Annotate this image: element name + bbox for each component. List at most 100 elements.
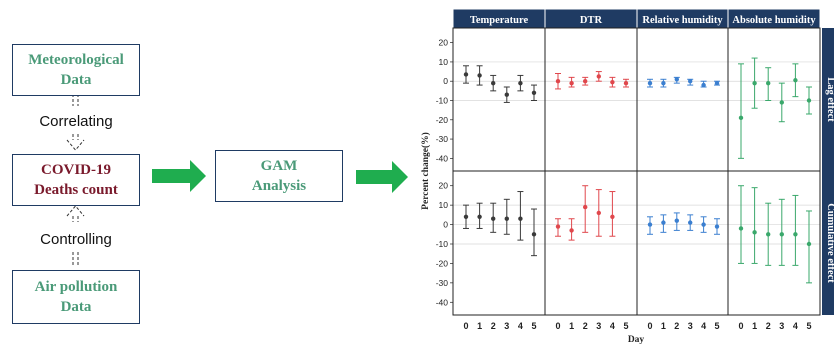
x-tick-label: 3 — [504, 321, 509, 331]
panel-frame — [727, 170, 821, 316]
estimate-point — [647, 80, 653, 86]
y-tick-label: 0 — [443, 76, 448, 86]
y-tick-label: -30 — [436, 278, 449, 288]
x-tick-label: 5 — [531, 321, 536, 331]
estimate-point — [674, 77, 679, 82]
estimate-point — [779, 232, 784, 237]
x-tick-label: 4 — [610, 321, 615, 331]
column-header: Absolute humidity — [732, 15, 816, 26]
estimate-point — [504, 216, 509, 221]
air-pollution-box: Air pollution Data — [12, 270, 140, 324]
estimate-point — [752, 80, 757, 86]
x-tick-label: 4 — [793, 321, 798, 331]
covid-deaths-box: COVID-19 Deaths count — [12, 154, 140, 206]
y-tick-label: -20 — [436, 115, 449, 125]
x-tick-label: 2 — [491, 321, 496, 331]
estimate-point — [738, 226, 744, 231]
panel-frame — [452, 27, 546, 172]
panel-frame — [727, 27, 821, 172]
x-tick-label: 0 — [555, 321, 560, 331]
x-tick-label: 0 — [647, 321, 652, 331]
x-tick-label: 2 — [674, 321, 679, 331]
column-header: Temperature — [470, 15, 529, 26]
estimate-point — [701, 82, 706, 88]
x-tick-label: 1 — [661, 321, 666, 331]
estimate-point — [531, 232, 537, 237]
x-tick-label: 1 — [477, 321, 482, 331]
x-tick-label: 2 — [766, 321, 771, 331]
y-tick-label: -40 — [436, 297, 449, 307]
y-tick-label: 10 — [439, 57, 449, 67]
covid-line2: Deaths count — [34, 182, 118, 198]
y-tick-label: -10 — [436, 239, 449, 249]
gam-line1: GAM — [260, 158, 298, 174]
estimate-point — [793, 232, 798, 237]
estimate-point — [583, 79, 588, 84]
estimate-point — [793, 78, 798, 83]
panel-frame — [452, 170, 546, 316]
estimate-point — [647, 222, 653, 227]
estimate-point — [531, 90, 537, 95]
met-line2: Data — [60, 72, 92, 88]
panel-frame — [636, 170, 729, 316]
covid-line1: COVID-19 — [41, 162, 111, 178]
column-header: DTR — [580, 15, 603, 26]
panel-frame — [636, 27, 729, 172]
estimate-point — [779, 100, 784, 105]
estimate-point — [569, 228, 574, 233]
estimate-point — [477, 214, 482, 219]
estimate-point — [518, 80, 523, 86]
y-tick-label: 10 — [439, 200, 449, 210]
estimate-point — [674, 218, 679, 223]
panel-frame — [544, 170, 638, 316]
estimate-point — [701, 222, 706, 227]
estimate-point — [518, 216, 523, 221]
estimate-point — [491, 80, 496, 86]
air-line1: Air pollution — [34, 279, 118, 295]
y-tick-label: 20 — [439, 181, 449, 191]
controlling-label: Controlling — [40, 231, 112, 248]
estimate-point — [569, 80, 574, 86]
estimate-point — [714, 80, 720, 86]
y-tick-label: -10 — [436, 96, 449, 106]
estimate-point — [806, 241, 812, 247]
x-tick-label: 5 — [623, 321, 628, 331]
estimate-point — [555, 79, 561, 84]
estimate-point — [766, 232, 771, 237]
x-tick-label: 1 — [752, 321, 757, 331]
x-tick-label: 0 — [463, 321, 468, 331]
estimate-point — [688, 79, 693, 84]
x-tick-label: 4 — [518, 321, 523, 331]
correlating-label: Correlating — [39, 113, 113, 130]
estimate-point — [596, 74, 601, 79]
estimate-point — [623, 80, 629, 86]
y-tick-label: -40 — [436, 153, 449, 163]
row-strip-bg — [822, 28, 834, 171]
gam-line2: Analysis — [251, 178, 307, 194]
estimate-point — [555, 224, 561, 229]
estimate-point — [610, 79, 615, 85]
estimate-point — [504, 92, 509, 97]
estimate-point — [661, 80, 666, 86]
estimate-point — [477, 73, 482, 78]
estimate-point — [596, 210, 601, 216]
estimate-point — [738, 115, 744, 121]
estimate-point — [688, 220, 693, 225]
x-tick-label: 5 — [714, 321, 719, 331]
estimate-point — [714, 224, 720, 229]
air-line2: Data — [60, 299, 92, 315]
meteorological-data-box: Meteorological Data — [12, 44, 140, 96]
x-tick-label: 4 — [701, 321, 706, 331]
y-tick-label: -30 — [436, 134, 449, 144]
estimate-point — [752, 230, 757, 235]
green-arrows — [152, 160, 408, 193]
estimate-point — [610, 214, 615, 219]
estimate-point — [583, 204, 588, 210]
x-tick-label: 3 — [596, 321, 601, 331]
x-tick-label: 0 — [738, 321, 743, 331]
x-tick-label: 5 — [806, 321, 811, 331]
estimate-point — [491, 216, 496, 221]
x-tick-label: 1 — [569, 321, 574, 331]
row-strip-label: Lag effect — [825, 77, 834, 122]
